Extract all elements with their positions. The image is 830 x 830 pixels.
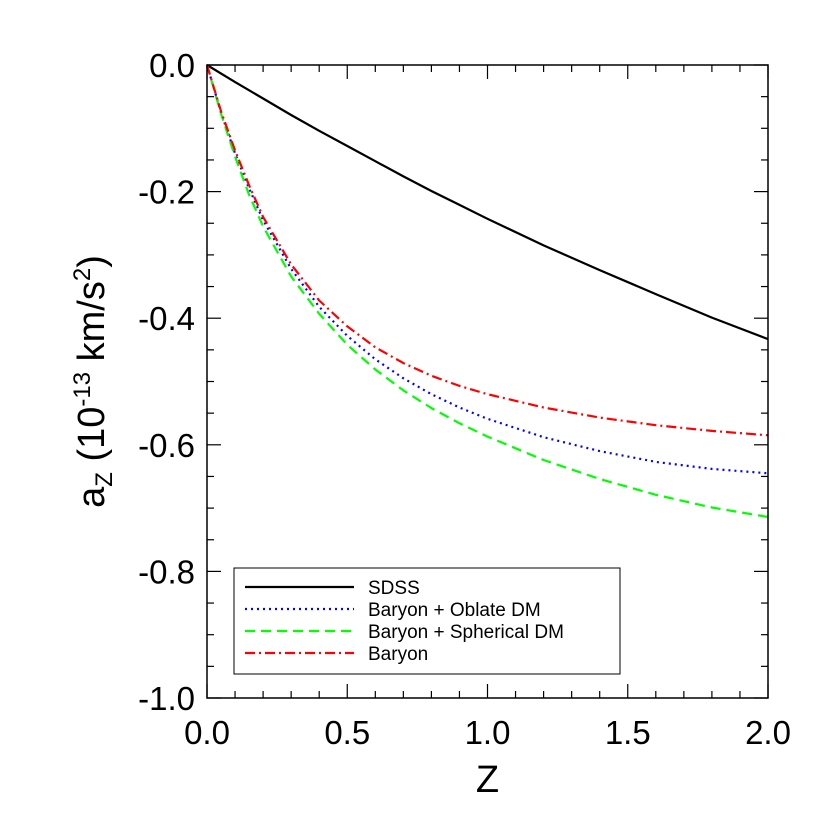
y-axis-unit: km/s <box>71 281 113 372</box>
y-tick-label: -0.8 <box>138 553 195 590</box>
x-tick-label: 1.0 <box>465 714 511 751</box>
x-tick-labels: 0.0 0.5 1.0 1.5 2.0 <box>184 714 791 751</box>
y-axis-base: a <box>71 486 113 508</box>
series-line-sdss <box>206 64 769 341</box>
x-tick-label: 0.5 <box>324 714 370 751</box>
x-tick-label: 2.0 <box>745 714 791 751</box>
x-tick-label: 1.5 <box>605 714 651 751</box>
x-tick-label: 0.0 <box>184 714 230 751</box>
y-tick-labels: 0.0 -0.2 -0.4 -0.6 -0.8 -1.0 <box>138 47 195 717</box>
svg-text:aZ (10-13 km/s2): aZ (10-13 km/s2) <box>69 255 118 508</box>
series-line-baryon-oblate-dm <box>205 64 769 475</box>
series-line-baryon-spherical-dm <box>205 64 769 519</box>
y-tick-label: -0.4 <box>138 300 195 337</box>
legend-label: Baryon + Spherical DM <box>368 622 564 643</box>
y-axis-subscript: Z <box>91 472 118 487</box>
x-axis-title: Z <box>476 759 499 801</box>
y-tick-label: -1.0 <box>138 680 195 717</box>
y-axis-unit-exponent: 2 <box>69 268 96 281</box>
y-axis-open: (10 <box>71 407 113 472</box>
legend-box <box>233 567 621 675</box>
y-axis-title: aZ (10-13 km/s2) <box>69 255 118 508</box>
y-tick-label: -0.6 <box>138 427 195 464</box>
y-axis-close: ) <box>71 255 113 268</box>
y-axis-exponent: -13 <box>69 372 96 407</box>
y-tick-label: 0.0 <box>149 47 195 84</box>
plot-lines <box>205 64 769 519</box>
legend-label: Baryon <box>368 644 428 665</box>
legend-label: SDSS <box>368 578 420 599</box>
y-tick-label: -0.2 <box>138 174 195 211</box>
legend-label: Baryon + Oblate DM <box>368 600 541 621</box>
series-line-baryon <box>205 64 769 437</box>
plot-frame <box>206 64 769 699</box>
